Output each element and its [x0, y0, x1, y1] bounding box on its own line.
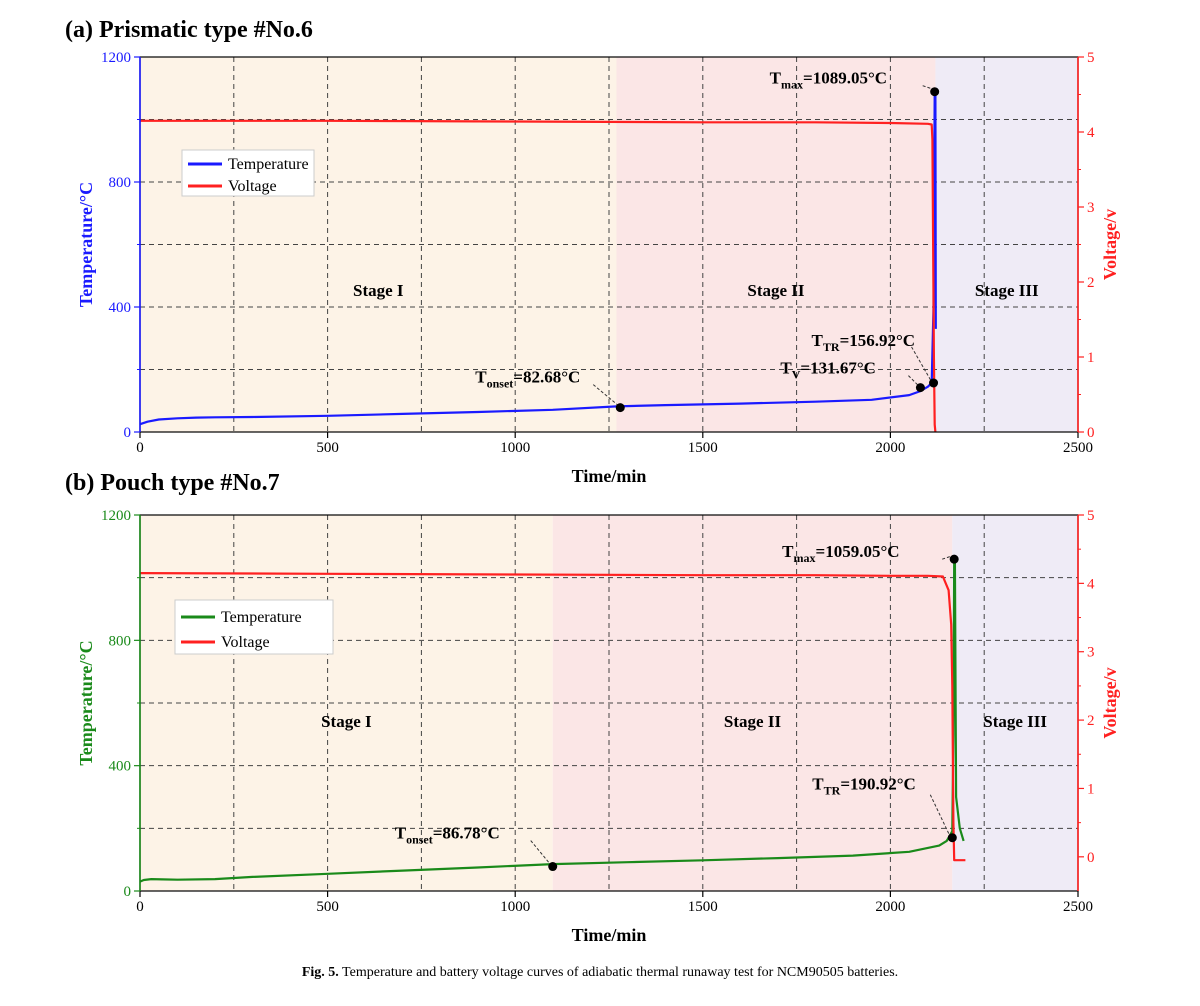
y-tick-label: 0	[124, 425, 132, 441]
series-line-temperature	[139, 558, 965, 883]
annotation-label: TTR=190.92°C	[812, 775, 916, 798]
x-tick-label: 0	[136, 899, 144, 915]
x-tick-label: 500	[316, 899, 339, 915]
y-tick-label: 0	[124, 884, 132, 900]
x-tick-label: 1500	[688, 899, 718, 915]
y2-tick-label: 3	[1087, 645, 1095, 661]
y-tick-label: 400	[109, 300, 132, 316]
annotation-point	[615, 403, 625, 413]
y2-tick-label: 3	[1087, 200, 1095, 216]
annotation-leader	[922, 85, 932, 90]
annotation-leader	[908, 375, 918, 385]
y2-tick-label: 5	[1087, 50, 1095, 66]
legend: Temperature Voltage	[174, 599, 334, 655]
x-tick-label: 2000	[875, 440, 905, 456]
x-tick-label: 1500	[688, 440, 718, 456]
legend-box	[181, 149, 315, 197]
y2-tick-label: 0	[1087, 850, 1095, 866]
figure-caption: Fig. 5. Temperature and battery voltage …	[0, 965, 1200, 981]
annotation-leader	[911, 346, 931, 381]
stage-label-1: Stage I	[353, 281, 404, 300]
y-tick-label: 1200	[101, 508, 131, 524]
caption-text: Temperature and battery voltage curves o…	[342, 965, 899, 980]
y-tick-label: 1200	[101, 50, 131, 66]
legend-label-temperature: Temperature	[228, 156, 309, 173]
annotation-point	[930, 87, 940, 97]
y2-tick-label: 4	[1087, 576, 1095, 592]
y-tick-label: 800	[109, 633, 132, 649]
annotation-point	[949, 554, 959, 564]
x-tick-label: 2500	[1063, 899, 1093, 915]
legend-label-temperature: Temperature	[221, 609, 302, 626]
chart-panel-a: 0 500 1000 1500 2000 250004008001200012345Tim…	[65, 17, 1120, 486]
chart-title: (b) Pouch type #No.7	[65, 470, 280, 496]
y-axis-label: Temperature/°C	[76, 182, 96, 307]
annotation-point	[548, 862, 558, 872]
y2-tick-label: 0	[1087, 425, 1095, 441]
x-tick-label: 1000	[500, 899, 530, 915]
y2-tick-label: 2	[1087, 713, 1095, 729]
series-line-temperature	[139, 90, 937, 426]
chart-title: (a) Prismatic type #No.6	[65, 17, 313, 43]
y-axis-label: Temperature/°C	[76, 640, 96, 765]
annotation-label: Tmax=1089.05°C	[770, 69, 887, 92]
stage-label-3: Stage III	[983, 712, 1047, 731]
x-tick-label: 2000	[875, 899, 905, 915]
y2-tick-label: 5	[1087, 508, 1095, 524]
x-tick-label: 2500	[1063, 440, 1093, 456]
legend: Temperature Voltage	[181, 149, 315, 197]
annotation-leader	[942, 555, 952, 560]
annotation-leader	[592, 384, 618, 406]
stage-label-1: Stage I	[321, 712, 372, 731]
chart-panel-b: 0 500 1000 1500 2000 2500 0 400 800 1200 0 1 2 3 4 5 Tim…	[65, 470, 1120, 945]
annotation-label: Tonset=86.78°C	[395, 824, 500, 847]
y2-axis-label: Voltage/v	[1100, 209, 1120, 280]
annotation-label: TV=131.67°C	[780, 359, 876, 382]
annotation-point	[947, 833, 957, 843]
annotation-point	[915, 383, 925, 393]
x-axis-label: Time/min	[572, 925, 647, 945]
y-tick-label: 400	[109, 759, 132, 775]
annotation-label: Tmax=1059.05°C	[782, 542, 899, 565]
x-axis-label: Time/min	[572, 466, 647, 486]
annotation-leader	[929, 794, 950, 835]
y2-tick-label: 4	[1087, 125, 1095, 141]
annotation-point	[929, 378, 939, 388]
y2-tick-label: 1	[1087, 781, 1095, 797]
annotation-label: Tonset=82.68°C	[475, 368, 580, 391]
series-line-voltage	[140, 119, 937, 433]
stage-label-2: Stage II	[724, 712, 782, 731]
x-tick-label: 500	[316, 440, 339, 456]
legend-label-voltage: Voltage	[221, 634, 270, 651]
legend-label-voltage: Voltage	[228, 178, 277, 195]
y2-tick-label: 2	[1087, 275, 1095, 291]
x-tick-label: 1000	[500, 440, 530, 456]
x-tick-label: 0	[136, 440, 144, 456]
annotation-label: TTR=156.92°C	[812, 331, 916, 354]
legend-box	[174, 599, 334, 655]
stage-label-2: Stage II	[747, 281, 805, 300]
series-line-voltage	[139, 571, 966, 862]
y2-tick-label: 1	[1087, 350, 1095, 366]
caption-label: Fig. 5.	[301, 965, 339, 980]
stage-label-3: Stage III	[975, 281, 1039, 300]
y-tick-label: 800	[109, 175, 132, 191]
y2-axis-label: Voltage/v	[1100, 667, 1120, 738]
